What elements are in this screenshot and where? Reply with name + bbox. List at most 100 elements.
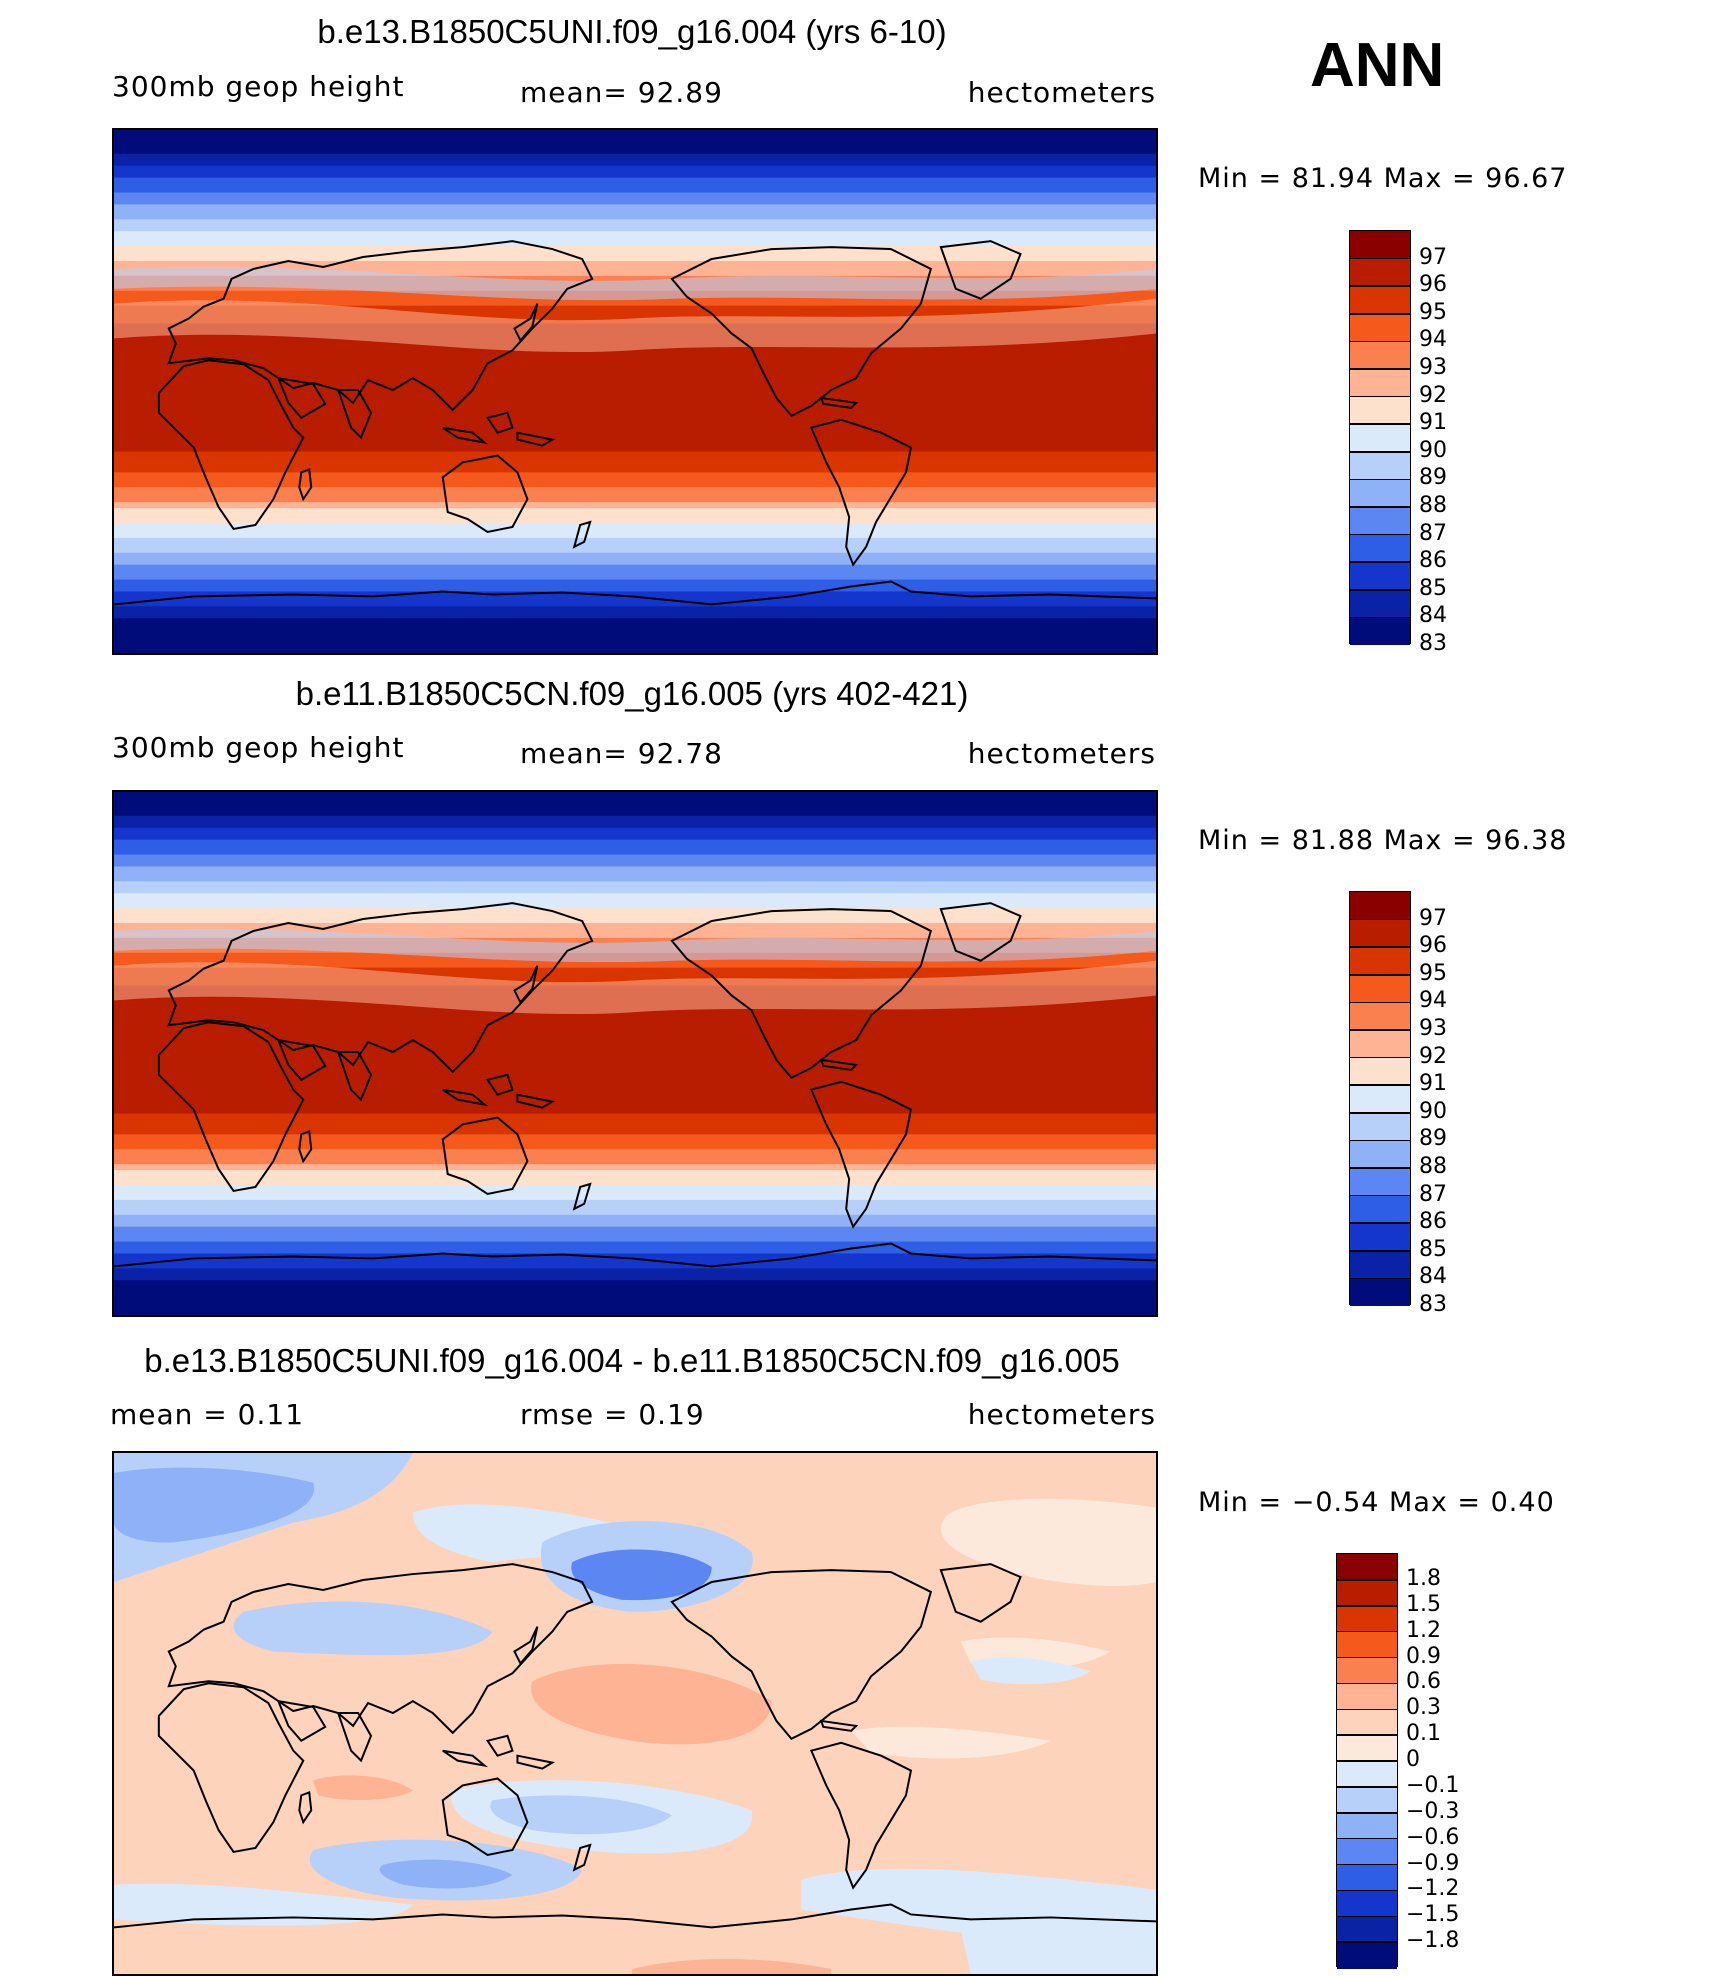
contour-band — [114, 258, 1156, 262]
colorbar-tick-label: 89 — [1419, 1126, 1447, 1152]
colorbar-tick-label: −0.6 — [1406, 1824, 1460, 1850]
contour-band — [114, 561, 1156, 566]
colorbar-tick-label: 84 — [1419, 1264, 1447, 1290]
contour-band — [114, 1042, 1156, 1046]
contour-band — [114, 198, 1156, 203]
contour-band — [114, 1307, 1156, 1311]
contour-band — [114, 1080, 1156, 1085]
contour-band — [114, 225, 1156, 229]
contour-band — [114, 246, 1156, 250]
contour-band — [114, 508, 1156, 512]
contour-band — [114, 189, 1156, 194]
contour-band — [114, 884, 1156, 888]
contour-band — [114, 1122, 1156, 1127]
colorbar-divider — [1350, 340, 1410, 343]
panel-1-colorbar: 97 96 95 94 93 92 91 90 89 88 87 86 85 84 83 — [1349, 230, 1447, 655]
contour-band — [114, 1104, 1156, 1109]
contour-band — [114, 412, 1156, 417]
contour-band — [114, 1045, 1156, 1049]
contour-band — [114, 558, 1156, 563]
contour-band — [114, 469, 1156, 473]
colorbar-divider — [1337, 1786, 1397, 1788]
contour-band — [114, 460, 1156, 465]
contour-band — [114, 549, 1156, 554]
coastline — [441, 454, 529, 533]
contour-band — [114, 177, 1156, 182]
contour-band — [114, 1155, 1156, 1159]
contour-band — [114, 836, 1156, 841]
colorbar-swatch — [1337, 1683, 1397, 1710]
colorbar-swatch — [1337, 1735, 1397, 1762]
colorbar-tick-label: 95 — [1419, 960, 1447, 986]
coastline — [114, 1903, 1156, 1929]
colorbar-swatch — [1337, 1605, 1397, 1633]
contour-band — [114, 1015, 1156, 1019]
contour-band — [114, 792, 1156, 796]
contour-band — [114, 1211, 1156, 1216]
coastline — [442, 426, 489, 445]
contour-band — [114, 445, 1156, 450]
contour-band — [114, 809, 1156, 814]
panel-2-variable-label: 300mb geop height — [112, 731, 405, 764]
contour-band — [114, 1164, 1156, 1168]
contour-band — [114, 362, 1156, 366]
contour-band — [114, 1077, 1156, 1082]
contour-band — [114, 961, 1156, 966]
colorbar-divider — [1350, 257, 1410, 260]
contour-band — [114, 1048, 1156, 1052]
contour-band — [114, 970, 1156, 975]
contour-band — [114, 219, 1156, 223]
colorbar-swatch — [1350, 562, 1410, 591]
contour-band — [114, 648, 1156, 652]
contour-band — [114, 216, 1156, 220]
contour-band — [114, 433, 1156, 438]
colorbar-tick-label: 94 — [1419, 327, 1447, 353]
colorbar-divider — [1337, 1941, 1397, 1943]
colorbar-swatch — [1350, 1278, 1410, 1307]
coastline — [114, 1242, 1156, 1268]
contour-band — [114, 314, 1156, 319]
contour-band — [114, 618, 1156, 622]
coastline — [809, 1741, 913, 1890]
contour-band — [114, 1128, 1156, 1132]
contour-band — [114, 1068, 1156, 1073]
contour-band — [114, 263, 1156, 268]
contour-band — [114, 1208, 1156, 1213]
contour-band — [114, 1021, 1156, 1025]
colorbar-tick-label: −0.9 — [1406, 1850, 1460, 1876]
contour-band — [114, 1030, 1156, 1034]
contour-band — [114, 1113, 1156, 1118]
contour-band — [114, 299, 1156, 304]
contour-band — [114, 1134, 1156, 1138]
contour-band — [114, 1024, 1156, 1028]
contour-band — [114, 186, 1156, 191]
contour-band — [114, 1125, 1156, 1130]
contour-band — [114, 496, 1156, 500]
contour-band — [114, 394, 1156, 399]
contour-band — [114, 130, 1156, 134]
contour-band — [114, 1167, 1156, 1171]
contour-band — [114, 917, 1156, 921]
panel-2-mean-label: mean= 92.78 — [520, 737, 723, 770]
contour-band — [114, 914, 1156, 918]
colorbar-tick-label: 95 — [1419, 299, 1447, 325]
contour-band — [114, 430, 1156, 435]
season-label: ANN — [1310, 31, 1445, 100]
colorbar-box — [1336, 1553, 1398, 1969]
colorbar-divider — [1350, 1001, 1410, 1004]
colorbar-swatch — [1350, 258, 1410, 287]
coastline — [336, 1051, 373, 1102]
contour-band — [114, 1238, 1156, 1243]
colorbar-tick-label: 96 — [1419, 272, 1447, 298]
coastline — [298, 468, 313, 502]
contour-band — [114, 1059, 1156, 1064]
contour-band — [114, 1119, 1156, 1124]
contour-band — [114, 406, 1156, 411]
contour-band — [114, 311, 1156, 316]
colorbar-swatch — [1337, 1838, 1397, 1865]
colorbar-swatch — [1350, 341, 1410, 370]
contour-band — [114, 543, 1156, 548]
contour-band — [114, 383, 1156, 387]
colorbar-tick-label: 0.1 — [1406, 1721, 1441, 1747]
contour-band — [114, 579, 1156, 584]
